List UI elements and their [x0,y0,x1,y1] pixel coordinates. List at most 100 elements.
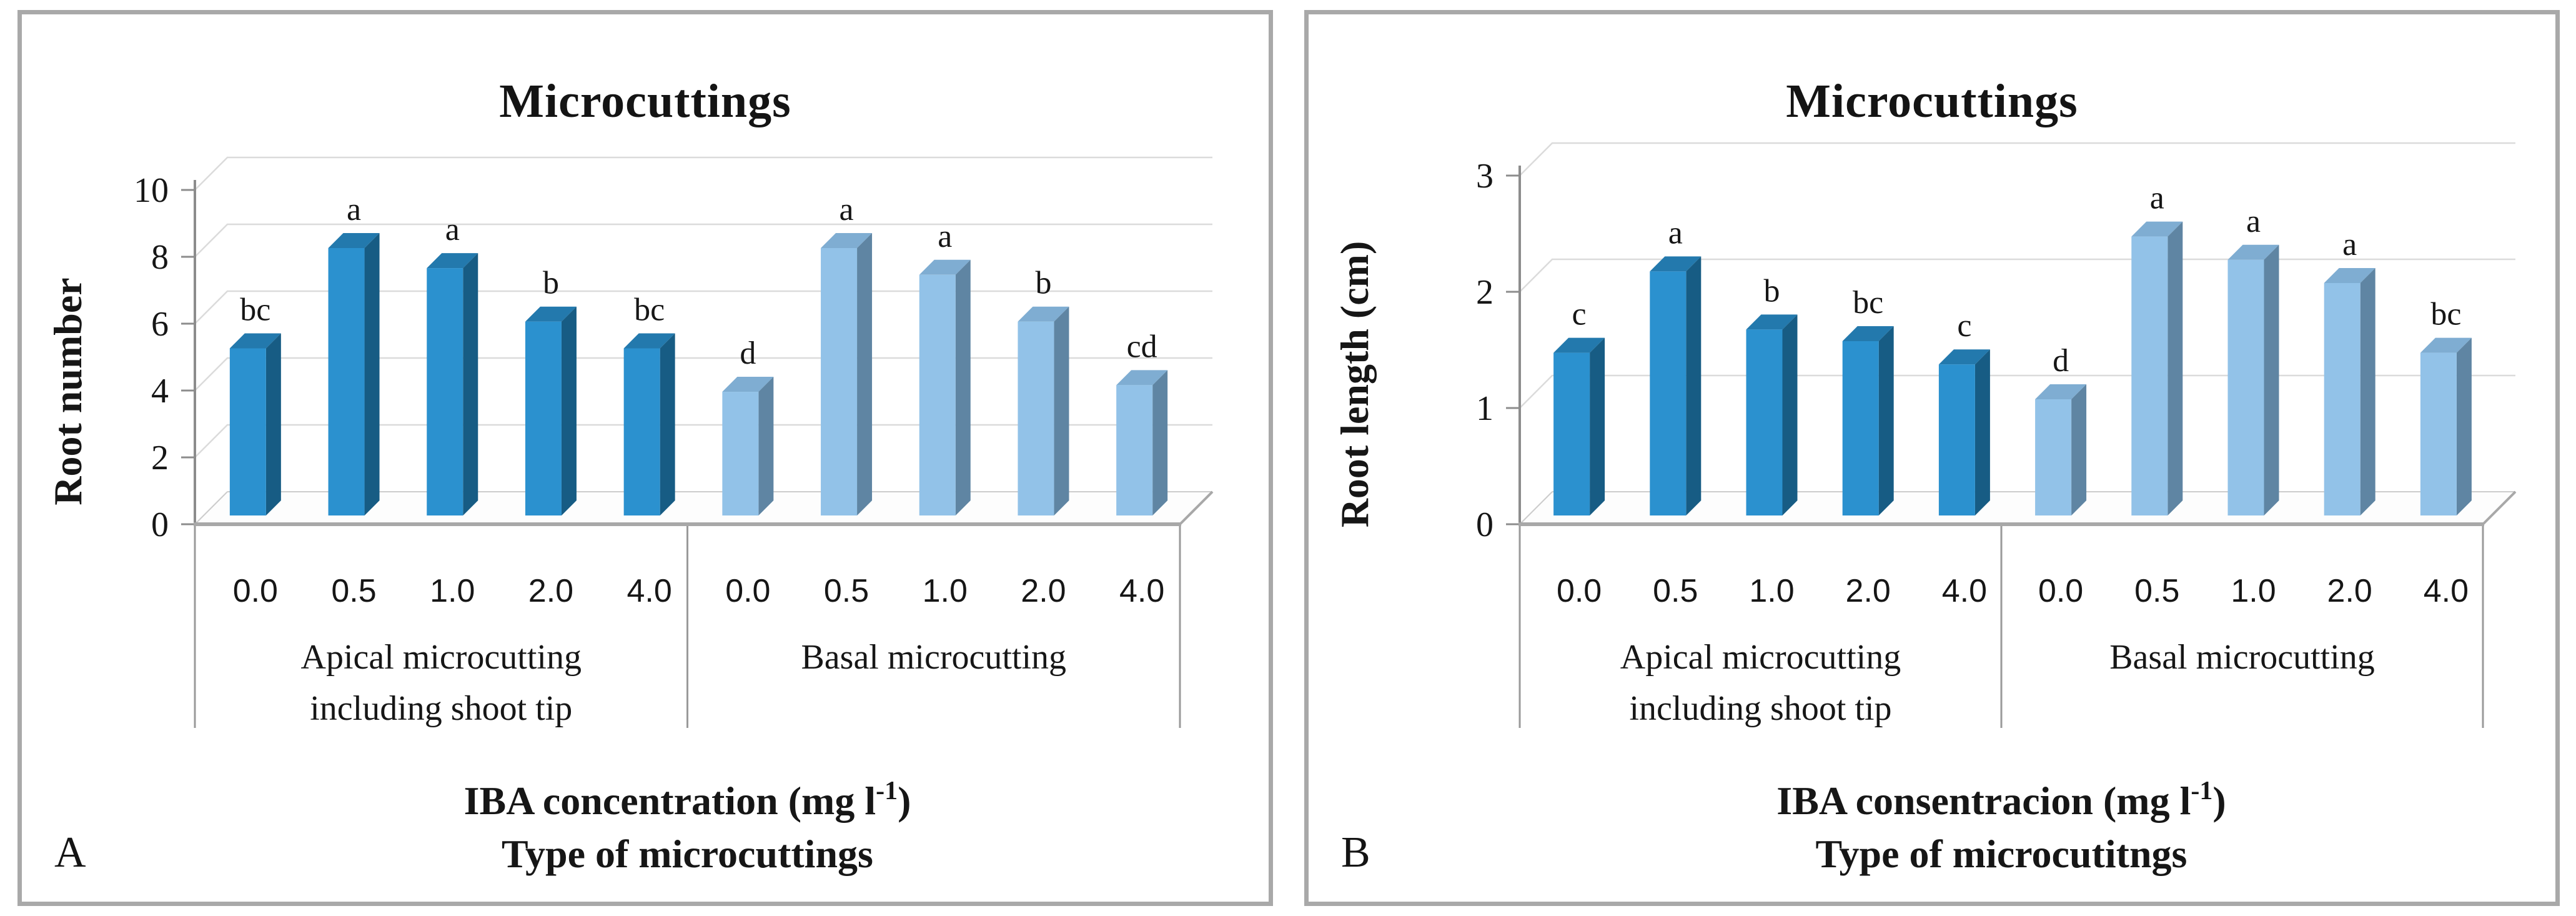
grid-line [1519,374,2515,409]
x-axis-title-line1: IBA consentracion (mg l-1) [1776,777,2226,823]
grid-line [194,357,1212,391]
bar-front-face [1116,385,1153,515]
bar-front-face [1746,329,1783,515]
floor-left-edge [194,491,228,525]
grid-line [194,424,1212,458]
grid-line [1519,142,2515,176]
sig-letter: c [1957,308,1971,344]
bar-front-face [2227,259,2264,515]
group-label: including shoot tip [310,689,572,728]
sig-letter: d [740,336,756,371]
sig-letter: bc [240,292,270,328]
x-tick-label: 1.0 [923,573,968,609]
bar-top-face [1746,314,1798,330]
bar-chart-b: c a b bc c d a a a bc 0 1 2 3 0.0 0.5 1.0 2.0 4.0 0.0 0.5 1.0… [1332,142,2517,876]
bar-top-face [2324,268,2375,283]
sig-letter: b [1035,266,1051,301]
sig-letter: b [543,266,559,301]
sig-letter: a [2150,181,2164,216]
y-tick-label: 1 [1476,389,1494,428]
grid-line [1519,258,2515,292]
bar-side-face [857,233,873,515]
sig-letter: bc [2430,297,2461,332]
bar-side-face [2456,337,2472,515]
bar-side-face [1590,337,1605,515]
x-axis-title-line2: Type of microcutitngs [1816,832,2187,876]
bar [525,306,577,515]
y-tick-label: 4 [151,372,169,411]
x-tick-label: 4.0 [2424,573,2469,609]
bar-front-face [2035,399,2072,515]
chart-title-b: Microcuttings [1786,75,2078,127]
bar-side-face [955,259,971,515]
bar-top-face [1650,256,1702,272]
group-label: Basal microcutting [2109,638,2375,677]
bar-top-face [2227,244,2279,260]
y-tick-label: 0 [151,505,169,544]
x-tick-label: 1.0 [1749,573,1794,609]
x-tick-label: 1.0 [2231,573,2276,609]
x-tick-label: 0.5 [1653,573,1698,609]
bar-top-face [2420,337,2472,353]
group-label: Apical microcutting [301,638,582,677]
x-tick-label: 4.0 [1119,573,1164,609]
bar-top-face [1018,306,1069,322]
grid-line [194,223,1212,257]
bar-side-face [1054,306,1069,515]
bar-top-face [229,333,281,349]
bar [2131,221,2183,515]
sig-letter: c [1572,297,1587,332]
bar-front-face [821,248,858,515]
y-tick-label: 0 [1476,505,1494,544]
bar-front-face [1842,341,1879,515]
bar [328,233,380,515]
x-tick-label: 0.5 [824,573,869,609]
bar [919,259,971,515]
bar-top-face [919,259,971,275]
chart-title-a: Microcuttings [499,75,791,127]
bar [229,333,281,515]
grid-line [194,290,1212,324]
bar-side-face [364,233,380,515]
x-tick-label: 4.0 [627,573,672,609]
sig-letter: a [2246,204,2261,239]
y-axis-title: Root length (cm) [1332,241,1377,528]
bar [2324,268,2375,515]
panel-b: Microcuttings c a b bc c d a a a bc 0 1 2 3 0.0 0.5 1.0 2… [1304,10,2560,906]
y-tick-label: 10 [134,171,169,210]
bar-front-face [1018,321,1054,515]
bar-side-face [2071,384,2087,515]
bar-top-face [1938,349,1990,365]
bar [1553,337,1605,515]
bar-front-face [1650,271,1687,515]
bar-front-face [919,274,956,515]
bar-side-face [1152,370,1168,515]
bar-front-face [623,348,660,515]
bar-top-face [1842,326,1894,341]
bar-top-face [427,253,478,269]
bar-top-face [1553,337,1605,353]
x-tick-label: 2.0 [1021,573,1066,609]
sig-letter: a [445,212,460,247]
bar [1018,306,1069,515]
bar-front-face [229,348,266,515]
group-label: including shoot tip [1630,689,1892,728]
bar [1746,314,1798,515]
bar-front-face [1553,352,1590,515]
bar-top-face [2035,384,2087,399]
bar-front-face [2420,352,2457,515]
x-tick-label: 2.0 [1846,573,1891,609]
bar-front-face [2131,236,2168,515]
x-tick-label: 0.5 [331,573,376,609]
bar [1842,326,1894,515]
x-tick-label: 0.0 [725,573,770,609]
sig-letter: a [1668,215,1683,251]
x-tick-label: 0.0 [2038,573,2083,609]
bar-top-face [1116,370,1168,386]
bar-side-face [265,333,281,515]
bar [821,233,873,515]
bar-front-face [427,268,463,515]
bar-side-face [2167,221,2183,515]
sig-letter: d [2053,343,2069,379]
